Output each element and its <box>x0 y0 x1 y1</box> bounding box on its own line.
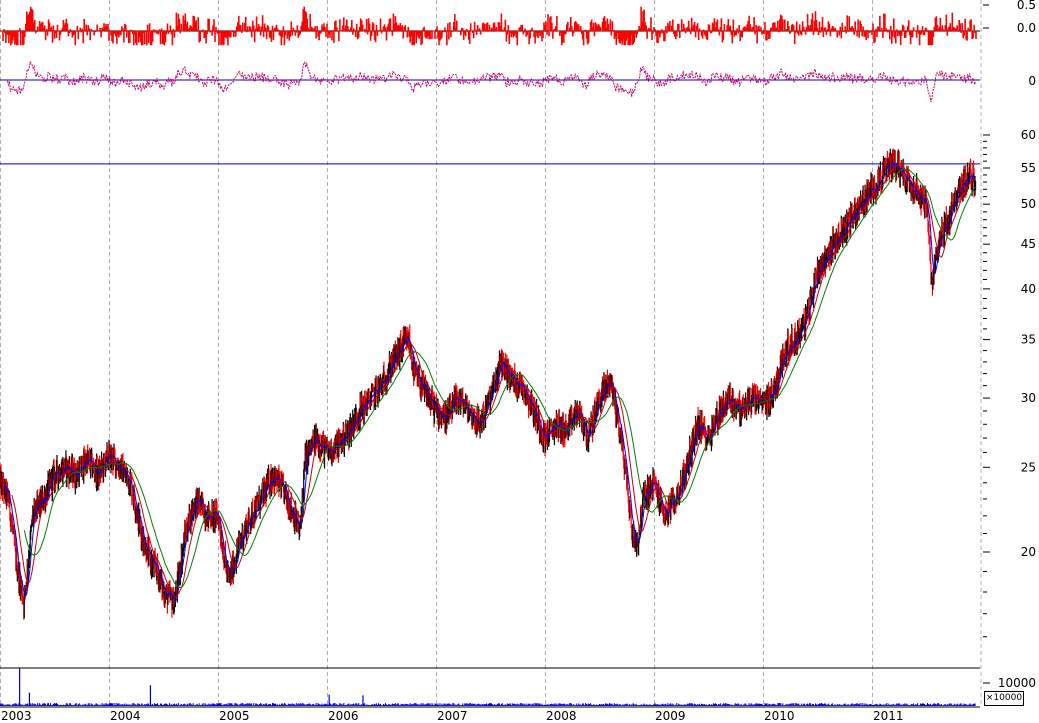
x-tick-label-2006: 2006 <box>328 709 359 723</box>
osc1-tick-label: 0.5 <box>1017 0 1036 12</box>
year-grid-lines <box>0 0 982 706</box>
price-panel <box>0 148 980 620</box>
x-tick-label-2007: 2007 <box>437 709 468 723</box>
moving-average-mid <box>11 164 976 598</box>
volume-tick-label: 10000 <box>998 676 1036 690</box>
price-tick-label-55: 55 <box>1021 161 1036 175</box>
price-tick-label-40: 40 <box>1021 282 1036 296</box>
x-tick-label-2010: 2010 <box>764 709 795 723</box>
oscillator-1-histogram <box>0 6 977 46</box>
price-tick-label-25: 25 <box>1021 460 1036 474</box>
price-tick-label-45: 45 <box>1021 237 1036 251</box>
price-tick-label-60: 60 <box>1021 128 1036 142</box>
oscillator-2-panel <box>0 60 980 103</box>
price-tick-label-35: 35 <box>1021 333 1036 347</box>
oscillator-2-line <box>6 60 976 103</box>
volume-unit-label: ×10000 <box>984 691 1024 706</box>
x-tick-label-2005: 2005 <box>219 709 250 723</box>
osc2-tick-label: 0 <box>1028 74 1036 88</box>
price-tick-label-50: 50 <box>1021 197 1036 211</box>
volume-panel <box>0 667 980 706</box>
price-tick-label-30: 30 <box>1021 391 1036 405</box>
moving-average-long <box>23 168 976 588</box>
x-tick-label-2008: 2008 <box>546 709 577 723</box>
oscillator-1-panel <box>0 6 980 46</box>
x-tick-label-2003: 2003 <box>1 709 32 723</box>
price-tick-label-20: 20 <box>1021 545 1036 559</box>
osc1-tick-label: 0.0 <box>1017 21 1036 35</box>
x-tick-label-2009: 2009 <box>655 709 686 723</box>
x-tick-label-2011: 2011 <box>873 709 904 723</box>
x-tick-label-2004: 2004 <box>110 709 141 723</box>
moving-average-short <box>4 162 977 602</box>
